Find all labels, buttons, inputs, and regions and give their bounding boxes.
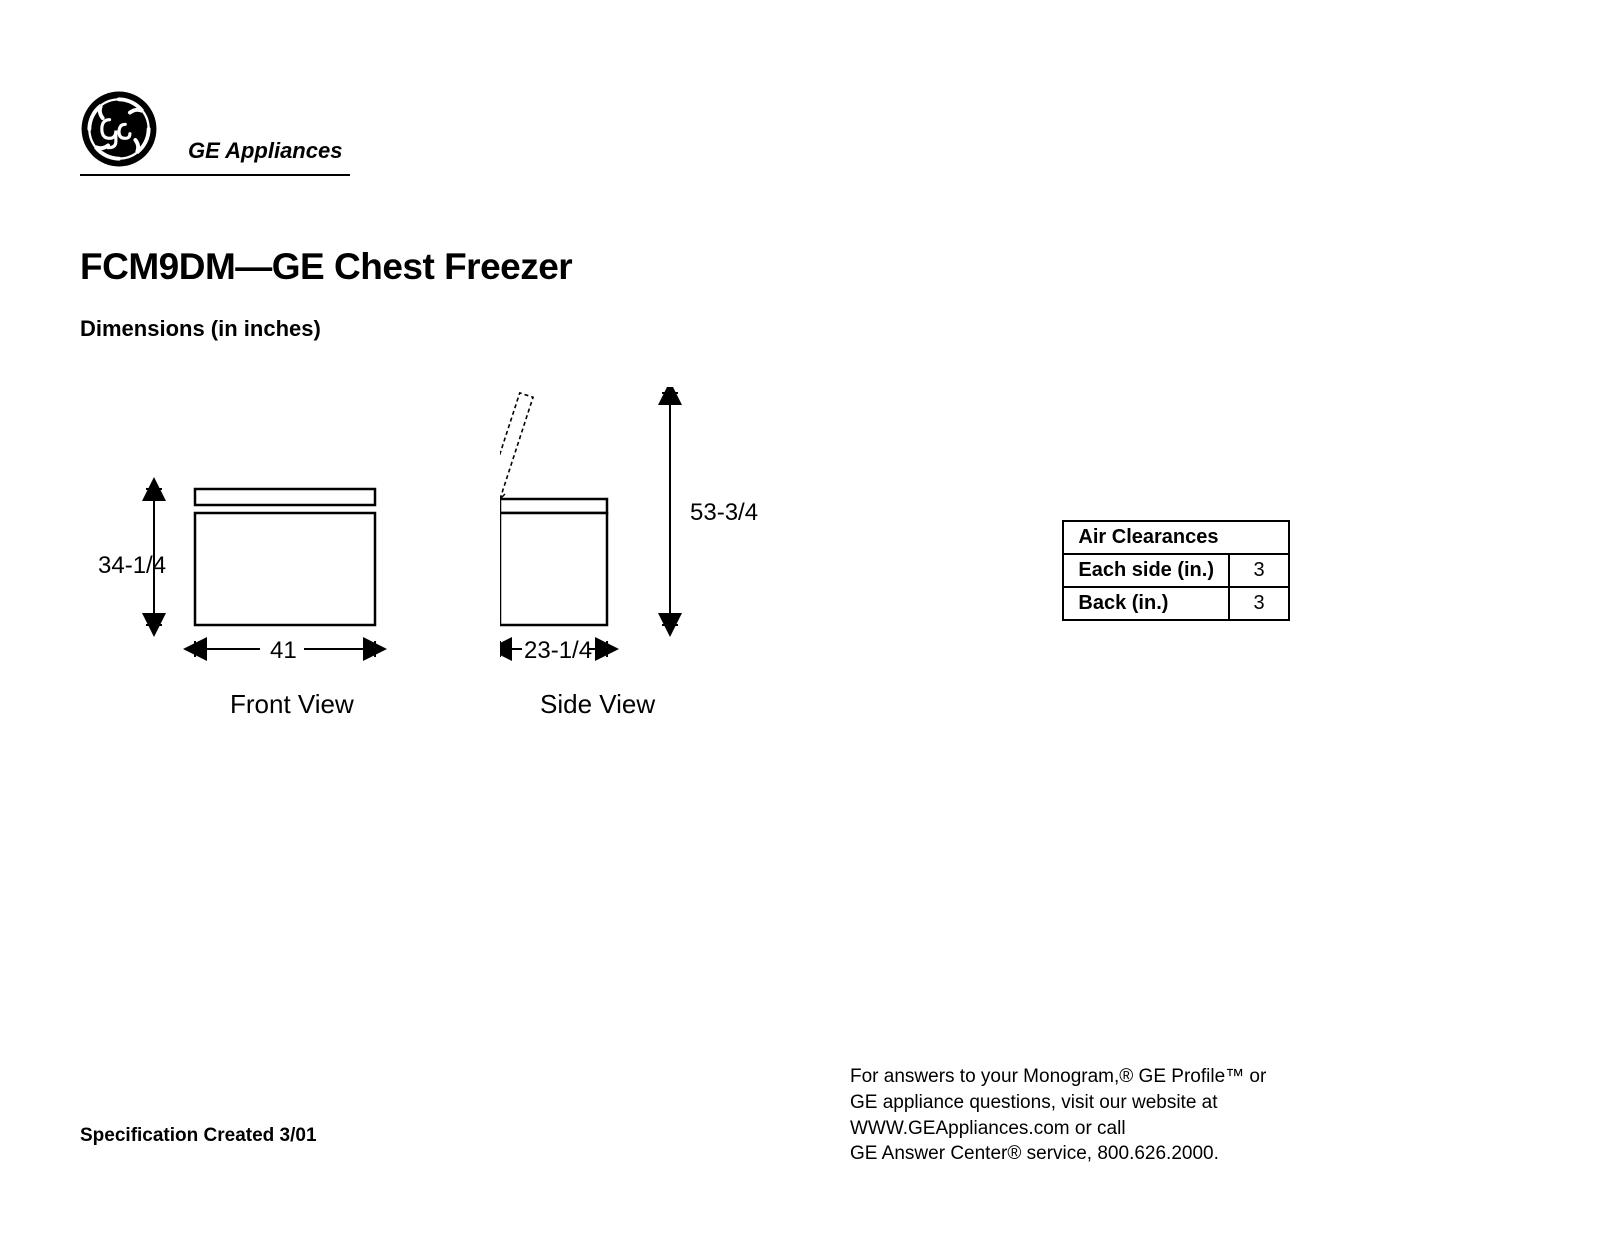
clearance-row-label: Each side (in.) bbox=[1063, 554, 1229, 587]
air-clearances-table: Air Clearances Each side (in.) 3 Back (i… bbox=[1062, 520, 1290, 621]
footer-contact: For answers to your Monogram,® GE Profil… bbox=[850, 1064, 1290, 1167]
side-height-dim: 53-3/4 bbox=[690, 499, 758, 527]
clearance-row-value: 3 bbox=[1229, 587, 1289, 620]
clearance-row-value: 3 bbox=[1229, 554, 1289, 587]
header-rule bbox=[80, 174, 350, 176]
clearance-row-label: Back (in.) bbox=[1063, 587, 1229, 620]
footer-line: GE appliance questions, visit our websit… bbox=[850, 1090, 1290, 1116]
footer-line: GE Answer Center® service, 800.626.2000. bbox=[850, 1141, 1290, 1167]
ge-logo-icon bbox=[80, 90, 158, 168]
front-view-label: Front View bbox=[230, 689, 354, 720]
product-title: FCM9DM—GE Chest Freezer bbox=[80, 246, 1520, 288]
document-header: GE Appliances bbox=[80, 90, 1520, 168]
brand-label: GE Appliances bbox=[188, 138, 342, 168]
footer-line: For answers to your Monogram,® GE Profil… bbox=[850, 1064, 1290, 1090]
dimension-drawings: 34-1/4 41 Front View 53-3/4 23-1/4 Side … bbox=[80, 387, 1520, 737]
front-width-dim: 41 bbox=[270, 637, 297, 665]
side-width-dim: 23-1/4 bbox=[524, 637, 592, 665]
clearances-header: Air Clearances bbox=[1063, 521, 1289, 554]
front-height-dim: 34-1/4 bbox=[98, 552, 166, 580]
side-view-label: Side View bbox=[540, 689, 655, 720]
spec-date: Specification Created 3/01 bbox=[80, 1125, 317, 1147]
footer-line: WWW.GEAppliances.com or call bbox=[850, 1116, 1290, 1142]
section-heading: Dimensions (in inches) bbox=[80, 316, 1520, 342]
